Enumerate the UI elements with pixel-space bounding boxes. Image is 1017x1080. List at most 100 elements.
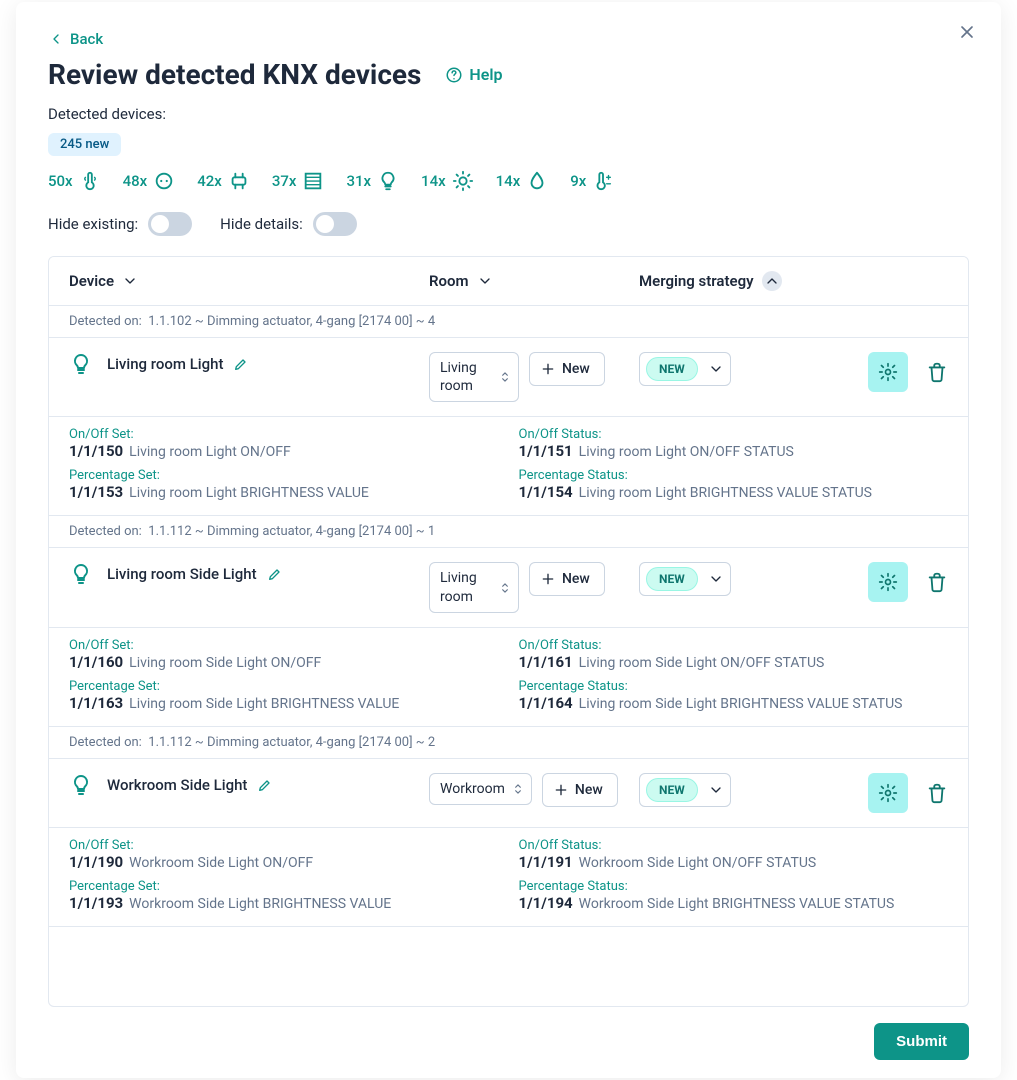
- new-room-button[interactable]: New: [529, 562, 605, 596]
- device-cell: Workroom Side Light: [69, 773, 429, 797]
- detected-on-value: 1.1.112 ~ Dimming actuator, 4-gang [2174…: [148, 735, 435, 750]
- column-merging[interactable]: Merging strategy: [639, 271, 808, 291]
- detected-on-row: Detected on: 1.1.102 ~ Dimming actuator,…: [49, 306, 968, 338]
- detail-label: On/Off Set:: [69, 427, 499, 442]
- hide-existing-group: Hide existing:: [48, 212, 192, 236]
- caret-updown-icon: [511, 782, 525, 796]
- device-type-count: 48x: [123, 170, 176, 192]
- device-settings-button[interactable]: [868, 352, 908, 392]
- chevron-down-icon: [122, 273, 138, 289]
- blinds-icon: [302, 170, 324, 192]
- detail-address: 1/1/194: [519, 894, 573, 912]
- detected-on-label: Detected on:: [69, 314, 142, 329]
- detail-desc: Living room Side Light ON/OFF STATUS: [579, 655, 825, 671]
- detail-label: On/Off Set:: [69, 838, 499, 853]
- back-link[interactable]: Back: [48, 30, 969, 48]
- detail-desc: Living room Light BRIGHTNESS VALUE STATU…: [579, 485, 872, 501]
- detail-value: 1/1/193Workroom Side Light BRIGHTNESS VA…: [69, 894, 499, 912]
- hide-details-group: Hide details:: [220, 212, 357, 236]
- type-count-value: 50x: [48, 172, 73, 190]
- new-room-button[interactable]: New: [529, 352, 605, 386]
- new-count-badge: 245 new: [48, 133, 121, 156]
- actions-cell: [808, 352, 948, 392]
- delete-device-button[interactable]: [926, 782, 948, 804]
- type-count-value: 14x: [496, 172, 521, 190]
- detail-address: 1/1/154: [519, 483, 573, 501]
- detail-label: On/Off Status:: [519, 838, 949, 853]
- detail-address: 1/1/164: [519, 694, 573, 712]
- gear-icon: [878, 572, 898, 592]
- detail-desc: Workroom Side Light BRIGHTNESS VALUE: [129, 896, 391, 912]
- merge-cell: NEW: [639, 562, 808, 596]
- detail-address: 1/1/151: [519, 442, 573, 460]
- actions-cell: [808, 773, 948, 813]
- device-cell: Living room Light: [69, 352, 429, 376]
- room-select[interactable]: Living room: [429, 562, 519, 612]
- detected-on-value: 1.1.112 ~ Dimming actuator, 4-gang [2174…: [148, 524, 435, 539]
- help-link[interactable]: Help: [445, 65, 502, 84]
- merge-strategy-select[interactable]: NEW: [639, 773, 731, 807]
- detail-desc: Living room Side Light BRIGHTNESS VALUE: [129, 696, 399, 712]
- detail-label: On/Off Set:: [69, 638, 499, 653]
- detected-devices-label: Detected devices:: [48, 105, 969, 123]
- device-name-text: Workroom Side Light: [107, 776, 247, 794]
- device-name-text: Living room Side Light: [107, 565, 257, 583]
- type-count-value: 14x: [421, 172, 446, 190]
- device-type-count: 14x: [421, 170, 474, 192]
- bulb-icon: [69, 562, 93, 586]
- caret-updown-icon: [498, 370, 512, 384]
- detail-item: Percentage Set:1/1/163Living room Side L…: [69, 679, 499, 712]
- hide-details-toggle[interactable]: [313, 212, 357, 236]
- detail-desc: Living room Light BRIGHTNESS VALUE: [129, 485, 369, 501]
- room-select[interactable]: Living room: [429, 352, 519, 402]
- gear-icon: [878, 783, 898, 803]
- arrow-left-icon: [48, 31, 64, 47]
- edit-name-button[interactable]: [233, 356, 249, 372]
- actions-cell: [808, 562, 948, 602]
- detail-desc: Workroom Side Light ON/OFF STATUS: [579, 855, 817, 871]
- device-type-count: 9x: [570, 170, 614, 192]
- chevron-down-icon: [708, 782, 724, 798]
- edit-name-button[interactable]: [267, 566, 283, 582]
- submit-button[interactable]: Submit: [874, 1023, 969, 1060]
- device-cell: Living room Side Light: [69, 562, 429, 586]
- detail-value: 1/1/164Living room Side Light BRIGHTNESS…: [519, 694, 949, 712]
- delete-device-button[interactable]: [926, 361, 948, 383]
- sun-icon: [452, 170, 474, 192]
- new-room-button[interactable]: New: [542, 773, 618, 807]
- detail-item: Percentage Status:1/1/164Living room Sid…: [519, 679, 949, 712]
- type-count-value: 37x: [272, 172, 297, 190]
- detail-address: 1/1/190: [69, 853, 123, 871]
- switch-icon: [228, 170, 250, 192]
- toggles-row: Hide existing: Hide details:: [48, 212, 969, 236]
- gear-icon: [878, 362, 898, 382]
- devices-table[interactable]: Device Room Merging strategy Detected on…: [48, 256, 969, 1007]
- device-row: Living room Side Light Living room New NEW: [49, 548, 968, 627]
- device-settings-button[interactable]: [868, 562, 908, 602]
- detail-item: On/Off Status:1/1/151Living room Light O…: [519, 427, 949, 460]
- detail-address: 1/1/191: [519, 853, 573, 871]
- hide-existing-label: Hide existing:: [48, 215, 138, 233]
- column-room[interactable]: Room: [429, 272, 639, 290]
- device-settings-button[interactable]: [868, 773, 908, 813]
- merge-strategy-select[interactable]: NEW: [639, 562, 731, 596]
- column-device[interactable]: Device: [69, 272, 429, 290]
- detail-address: 1/1/150: [69, 442, 123, 460]
- back-label: Back: [70, 30, 103, 48]
- room-select[interactable]: Workroom: [429, 773, 532, 805]
- detail-desc: Living room Side Light ON/OFF: [129, 655, 321, 671]
- detail-desc: Living room Light ON/OFF: [129, 444, 291, 460]
- title-row: Review detected KNX devices Help: [48, 58, 969, 91]
- merge-strategy-select[interactable]: NEW: [639, 352, 731, 386]
- merge-tag: NEW: [646, 357, 698, 381]
- hide-existing-toggle[interactable]: [148, 212, 192, 236]
- detail-item: On/Off Set:1/1/150 Living room Light ON/O…: [69, 427, 499, 460]
- device-name: Workroom Side Light: [107, 776, 273, 794]
- detail-desc: Workroom Side Light ON/OFF: [129, 855, 313, 871]
- delete-device-button[interactable]: [926, 571, 948, 593]
- close-button[interactable]: [955, 20, 979, 44]
- room-select-value: Living room: [440, 360, 477, 394]
- new-room-label: New: [562, 361, 590, 377]
- detail-label: Percentage Set:: [69, 679, 499, 694]
- edit-name-button[interactable]: [257, 777, 273, 793]
